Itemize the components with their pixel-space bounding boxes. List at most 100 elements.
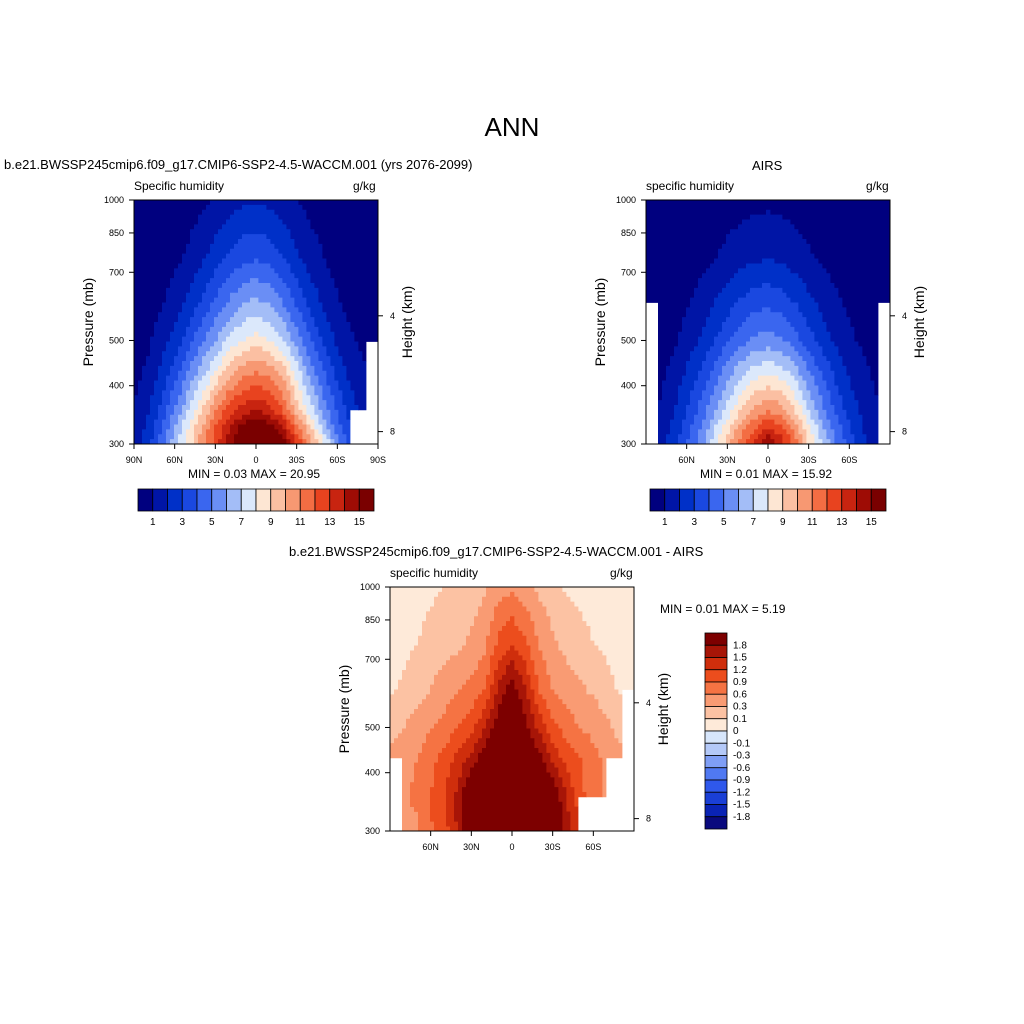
panel-3-title: b.e21.BWSSP245cmip6.f09_g17.CMIP6-SSP2-4…: [289, 544, 704, 559]
contour-band-0: [646, 200, 891, 401]
x-tick-label: 60N: [678, 455, 695, 465]
contour-band-8: [186, 331, 323, 445]
x-tick-label: 60S: [841, 455, 857, 465]
colorbar-label: -0.9: [733, 775, 751, 786]
contour-band-7: [710, 361, 823, 445]
y2-tick-label: 4: [646, 698, 651, 708]
contour-band-8: [718, 375, 815, 445]
contour-band-6: [706, 346, 831, 445]
panel-2-title: AIRS: [752, 158, 783, 173]
colorbar-label: 0.3: [733, 702, 747, 713]
contour-band-0: [134, 200, 379, 396]
colorbar-label: 15: [866, 517, 878, 528]
colorbar-box-7: [752, 488, 769, 512]
colorbar-label: 13: [324, 517, 336, 528]
colorbar-box-4: [708, 488, 725, 512]
colorbar-box-8: [255, 488, 272, 512]
colorbar-label: 1.8: [733, 640, 747, 651]
colorbar-box-7: [704, 718, 728, 732]
colorbar-label: -1.2: [733, 787, 751, 798]
colorbar-label: 13: [836, 517, 848, 528]
colorbar-box-10: [797, 488, 813, 512]
colorbar-box-4: [196, 488, 213, 512]
x-tick-label: 60S: [585, 842, 601, 852]
contour-band-5: [166, 278, 339, 445]
contour-band-4: [158, 258, 347, 445]
panel-1-min-max: MIN = 0.03 MAX = 20.95: [188, 467, 321, 481]
colorbar-label: 3: [179, 517, 185, 528]
contour-band-11: [738, 409, 799, 445]
colorbar-box-1: [704, 644, 728, 658]
colorbar-box-3: [693, 488, 710, 512]
colorbar-label: 7: [238, 517, 244, 528]
colorbar-label: -1.8: [733, 812, 751, 823]
colorbar-label: 11: [807, 517, 818, 528]
y-tick-label: 500: [109, 335, 124, 345]
colorbar-box-12: [826, 488, 843, 512]
colorbar-label: 5: [721, 517, 727, 528]
colorbar-box-14: [704, 804, 728, 818]
colorbar-label: 0: [733, 726, 739, 737]
colorbar-label: 5: [209, 517, 215, 528]
contour-band-1: [134, 200, 367, 445]
panel-3-variable-label: specific humidity: [390, 566, 479, 580]
colorbar-box-15: [358, 488, 375, 512]
contour-band-8: [390, 587, 635, 695]
colorbar-label: 9: [780, 517, 786, 528]
contour-band-12: [214, 385, 303, 445]
x-tick-label: 30S: [545, 842, 561, 852]
x-tick-label: 30N: [207, 455, 224, 465]
colorbar-box-15: [704, 816, 728, 830]
colorbar-label: -1.5: [733, 800, 751, 811]
colorbar-box-1: [664, 488, 680, 512]
colorbar-label: 0.1: [733, 714, 747, 725]
colorbar-box-12: [704, 779, 728, 793]
contour-band-3: [678, 282, 855, 445]
colorbar-box-9: [782, 488, 798, 512]
contour-band-9: [726, 385, 807, 445]
colorbar-box-13: [329, 488, 345, 512]
colorbar-label: 15: [354, 517, 366, 528]
colorbar-label: 0.9: [733, 677, 747, 688]
y-tick-label: 300: [365, 826, 380, 836]
colorbar-box-12: [314, 488, 331, 512]
colorbar-box-11: [811, 488, 828, 512]
colorbar-box-1: [152, 488, 168, 512]
panel-2-units-label: g/kg: [866, 179, 889, 193]
panel-3-units-label: g/kg: [610, 566, 633, 580]
colorbar-box-8: [767, 488, 784, 512]
contour-band-2: [666, 258, 867, 445]
contour-band-13: [218, 400, 295, 445]
colorbar-label: 7: [750, 517, 756, 528]
colorbar-box-6: [738, 488, 754, 512]
y2-tick-label: 8: [902, 427, 907, 437]
y-tick-label: 1000: [104, 195, 124, 205]
figure-title: ANN: [484, 112, 540, 142]
panel-2-contour-field: [646, 200, 891, 445]
contour-band-5: [698, 331, 835, 445]
y-tick-label: 400: [365, 768, 380, 778]
colorbar-label: 1: [662, 517, 668, 528]
panel-3-y-axis-title: Pressure (mb): [336, 665, 352, 754]
x-tick-label: 90S: [370, 455, 386, 465]
colorbar-label: -0.1: [733, 738, 751, 749]
panel-1-units-label: g/kg: [353, 179, 376, 193]
colorbar-box-0: [704, 632, 728, 646]
contour-band-14: [226, 409, 291, 445]
colorbar-box-13: [841, 488, 857, 512]
panel-1-y2-axis-title: Height (km): [399, 286, 415, 358]
y-tick-label: 500: [621, 335, 636, 345]
panel-3-y2-axis-title: Height (km): [655, 673, 671, 745]
panel-2-variable-label: specific humidity: [646, 179, 735, 193]
colorbar-box-3: [181, 488, 198, 512]
y-tick-label: 700: [109, 267, 124, 277]
colorbar-box-11: [704, 767, 728, 781]
y2-tick-label: 8: [390, 427, 395, 437]
colorbar-box-9: [270, 488, 286, 512]
colorbar-box-0: [649, 488, 666, 512]
y-tick-label: 700: [365, 654, 380, 664]
y-tick-label: 850: [109, 228, 124, 238]
colorbar-box-13: [704, 791, 728, 805]
y-tick-label: 850: [365, 615, 380, 625]
